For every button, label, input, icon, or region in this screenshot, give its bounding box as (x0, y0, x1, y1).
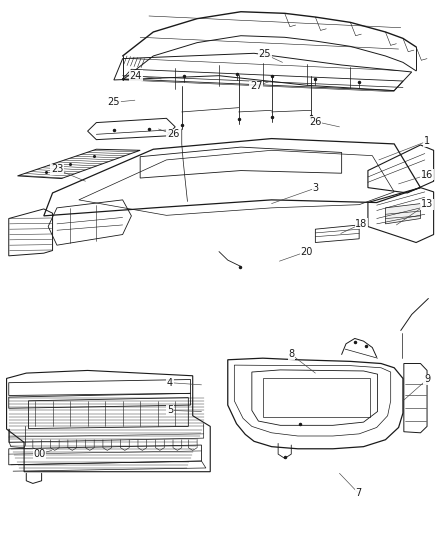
Text: 5: 5 (167, 406, 173, 415)
Text: 20: 20 (300, 247, 313, 256)
Text: 9: 9 (424, 375, 430, 384)
Text: 7: 7 (355, 488, 361, 498)
Text: 23: 23 (51, 165, 63, 174)
Text: 00: 00 (33, 449, 46, 459)
Text: 25: 25 (108, 98, 120, 107)
Text: 16: 16 (421, 170, 433, 180)
Text: 4: 4 (167, 378, 173, 387)
Polygon shape (385, 204, 420, 224)
Text: 18: 18 (355, 219, 367, 229)
Text: 24: 24 (130, 71, 142, 80)
Text: 27: 27 (250, 82, 262, 91)
Text: 13: 13 (421, 199, 433, 209)
Text: 26: 26 (309, 117, 321, 126)
Text: 26: 26 (167, 130, 179, 139)
Text: 3: 3 (312, 183, 318, 193)
Text: 1: 1 (424, 136, 430, 146)
Text: 25: 25 (259, 50, 271, 59)
Text: 8: 8 (288, 350, 294, 359)
